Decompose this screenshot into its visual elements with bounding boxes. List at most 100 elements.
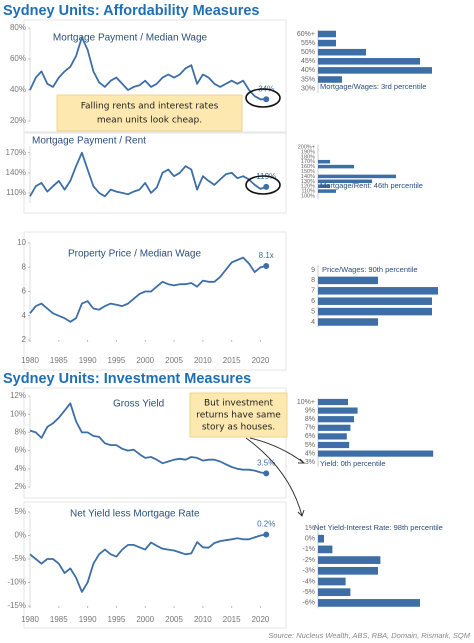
bar [318,48,366,56]
y-tick-label: 8 [22,262,27,271]
bar [318,179,372,184]
arrow-head [297,509,305,517]
category-label: 120% [301,184,315,190]
bar [318,184,330,188]
category-label: 1% [305,525,315,532]
line-series [29,402,267,475]
bar [318,599,420,607]
category-label: 4 [311,319,315,326]
bar [318,398,348,406]
y-tick-label: 8% [14,428,26,437]
percentile-note: Price/Wages: 90th percentile [322,265,418,274]
x-tick-label: 2000 [136,356,154,365]
callout-text: But investment [204,398,274,408]
callout-text: story as houses. [202,423,275,433]
bar [318,276,378,285]
bar [318,159,330,164]
category-label: 5 [311,308,315,315]
chart-title: Net Yield less Mortgage Rate [70,509,200,520]
category-label: -1% [303,546,315,553]
y-tick-label: 170% [6,148,26,157]
bar [318,566,378,575]
bar [318,307,432,316]
bar [318,297,432,305]
category-label: 200%+ [298,144,315,150]
line-series [29,151,267,198]
category-label: 190% [301,149,315,155]
category-label: 3% [305,459,315,466]
end-point [263,263,270,270]
category-label: 10%+ [297,399,315,406]
y-tick-label: 12% [10,391,26,400]
y-tick-label: 60% [10,54,26,63]
panel [23,501,287,629]
y-tick-label: -5% [12,554,26,563]
highlight-circle [245,175,281,195]
line-series [29,36,267,101]
line-series [29,533,267,593]
category-label: 0% [305,536,315,543]
end-point [263,183,270,190]
x-tick-label: 1990 [79,615,97,624]
end-point [263,470,270,477]
source-note: Source: Nucleus Wealth, ABS, RBA, Domain… [268,631,470,640]
arrow-head [298,458,306,464]
category-label: 30% [301,85,315,92]
y-tick-label: 10% [10,409,26,418]
category-label: 7% [305,425,315,432]
category-label: 50% [301,49,315,56]
x-tick-label: 2020 [252,356,270,365]
panel [23,19,287,133]
x-tick-label: 2000 [136,615,154,624]
y-tick-label: -10% [7,578,26,587]
y-tick-label: 6 [22,287,27,296]
bar [318,441,350,449]
y-tick-label: -15% [7,601,26,610]
callout-text: returns have same [196,411,281,421]
y-tick-label: 2 [22,335,27,344]
category-label: 55% [301,40,315,47]
bar [318,556,381,564]
arrow [249,437,305,464]
bar [318,164,354,169]
y-tick-label: 4% [14,464,26,473]
y-tick-label: 4 [22,311,27,320]
category-label: 6 [311,298,315,305]
bar [318,76,342,83]
x-tick-label: 2005 [165,356,183,365]
panel [23,231,287,371]
category-label: 110% [301,189,315,195]
bar [318,433,347,440]
callout [189,392,288,438]
category-label: 150% [301,169,315,175]
category-label: 170% [301,159,315,165]
bar [318,318,378,326]
category-label: -6% [303,600,315,607]
y-tick-label: 20% [10,116,26,125]
chart-title: Gross Yield [113,399,164,410]
category-label: 9% [305,407,315,414]
category-label: 7 [311,288,315,295]
bar [318,287,438,295]
bar [318,58,420,65]
category-label: 35% [301,76,315,83]
category-label: -4% [303,578,315,585]
x-tick-label: 2005 [165,615,183,624]
y-tick-label: 140% [6,168,26,177]
category-label: 130% [301,179,315,185]
category-label: 140% [301,174,315,180]
bar [318,67,432,74]
bar [318,534,324,543]
percentile-note: Yield: 0th percentile [320,459,386,468]
category-label: 9 [311,267,315,274]
x-tick-label: 1990 [79,356,97,365]
bar [318,30,336,38]
x-tick-label: 2015 [223,615,241,624]
end-point [263,96,270,103]
y-tick-label: 110% [6,188,26,197]
panel [23,132,287,214]
panel [23,387,287,499]
y-tick-label: 6% [14,446,26,455]
y-tick-label: 10 [17,238,26,247]
value-label: 8.1x [259,251,274,260]
